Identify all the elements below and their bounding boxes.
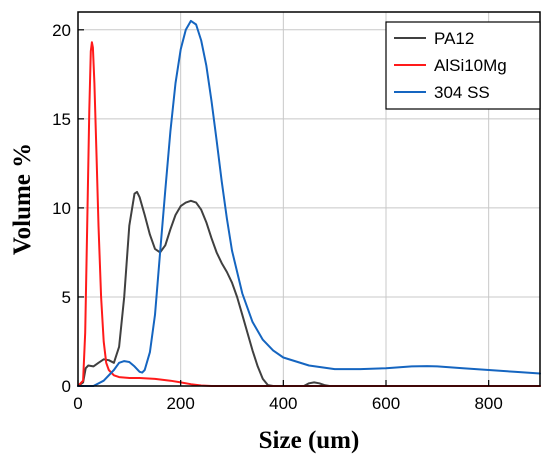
- series-line-2: [77, 19, 541, 387]
- y-axis-title: Volume %: [9, 143, 36, 255]
- x-tick-label: 600: [372, 394, 400, 413]
- y-tick-label: 10: [52, 199, 71, 218]
- x-tick-label: 800: [474, 394, 502, 413]
- x-axis-title: Size (um): [259, 427, 360, 454]
- y-tick-label: 5: [62, 288, 71, 307]
- x-tick-label: 400: [269, 394, 297, 413]
- plot-frame: [77, 11, 541, 387]
- y-tick-label: 20: [52, 21, 71, 40]
- legend-label-0: PA12: [434, 29, 474, 48]
- series-line-0: [77, 190, 541, 387]
- x-tick-label: 0: [73, 394, 82, 413]
- tick-layer: 0 200 400 600 800 0 5 10 15 20: [52, 21, 503, 413]
- series-line-1: [77, 41, 541, 387]
- legend-label-2: 304 SS: [434, 83, 490, 102]
- legend-label-1: AlSi10Mg: [434, 56, 507, 75]
- y-tick-label: 15: [52, 110, 71, 129]
- x-tick-label: 200: [166, 394, 194, 413]
- y-tick-label: 0: [62, 377, 71, 396]
- legend: PA12 AlSi10Mg 304 SS: [385, 21, 541, 110]
